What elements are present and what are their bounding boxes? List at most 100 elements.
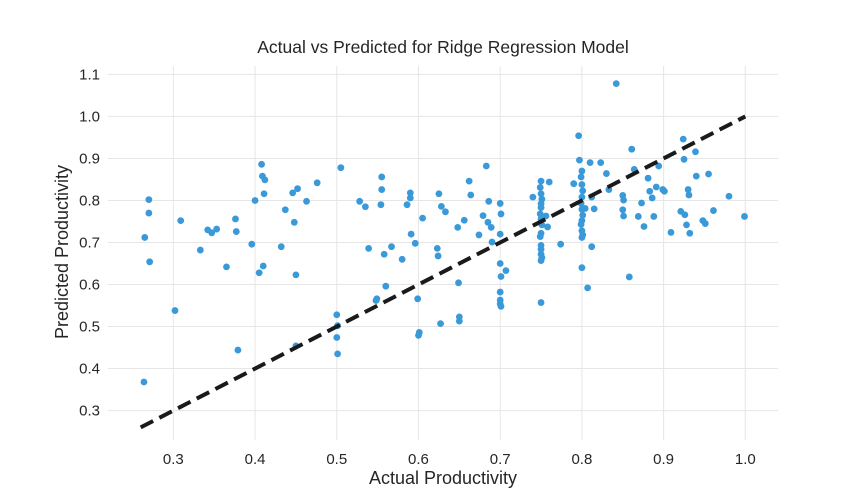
data-point [465,177,473,185]
data-point [290,218,298,226]
data-point [433,244,441,252]
data-point [407,230,415,238]
grid-layer [108,66,778,440]
data-point [620,212,627,220]
data-point [482,162,490,170]
data-point [281,206,289,214]
data-point [378,173,386,181]
data-point [435,190,443,198]
x-axis-label: Actual Productivity [369,468,517,488]
data-point [578,193,586,201]
data-point [373,295,381,303]
data-point [625,273,633,281]
data-point [406,194,414,202]
data-point [497,273,505,280]
data-point [289,189,297,197]
data-point [337,164,345,172]
data-point [692,148,699,156]
data-point [576,156,583,164]
data-point [259,262,267,270]
data-point [537,177,545,185]
data-point [414,295,422,303]
data-point [502,267,510,275]
data-point [496,200,504,207]
data-points [140,80,748,386]
x-tick-label: 1.0 [735,451,756,468]
data-point [380,250,388,258]
data-point [497,210,505,218]
data-point [467,191,475,199]
data-point [406,189,414,197]
data-point [261,176,269,184]
data-point [644,174,652,182]
data-point [692,172,700,180]
data-point [437,202,445,210]
data-point [679,135,687,143]
data-point [365,244,373,252]
data-point [579,211,587,219]
data-point [725,192,733,200]
data-point [333,311,341,319]
data-point [475,231,483,239]
data-point [496,260,504,267]
data-point [455,279,462,287]
data-point [536,184,544,191]
chart-title: Actual vs Predicted for Ridge Regression… [257,37,629,57]
data-point [686,229,694,237]
x-tick-label: 0.7 [490,451,511,468]
data-point [648,194,656,202]
y-tick-label: 0.3 [79,403,100,420]
data-point [603,170,610,177]
data-point [578,181,586,188]
data-point [484,218,492,226]
data-point [258,160,266,168]
data-point [537,299,545,306]
x-tick-label: 0.6 [408,451,429,468]
y-tick-label: 1.1 [79,66,100,83]
data-point [544,223,551,231]
data-point [255,269,263,277]
data-point [488,238,496,246]
data-point [145,196,153,204]
data-point [577,221,585,228]
data-point [141,234,149,241]
y-tick-label: 0.8 [79,192,100,209]
data-point [575,132,583,140]
data-point [487,223,495,231]
data-point [680,155,688,163]
data-point [578,264,586,272]
data-point [537,190,545,198]
data-point [586,159,594,167]
data-point [361,203,369,211]
y-tick-label: 1.0 [79,108,100,125]
data-point [661,187,668,195]
data-point [333,334,341,341]
data-point [398,255,406,263]
y-tick-label: 0.9 [79,150,100,167]
data-point [581,205,589,212]
data-point [171,307,179,314]
data-point [411,239,419,247]
y-axis-label: Predicted Productivity [52,165,72,339]
data-point [356,197,364,205]
data-point [638,199,645,207]
x-tick-label: 0.5 [326,451,347,468]
data-point [741,213,748,220]
data-point [496,288,504,296]
data-point [577,173,585,181]
data-point [646,187,654,195]
data-point [232,215,239,223]
data-point [537,204,545,212]
data-point [557,240,565,248]
data-point [460,216,468,224]
y-tick-label: 0.5 [79,319,100,336]
data-point [570,180,578,188]
x-tick-label: 0.4 [245,451,266,468]
data-point [685,191,693,199]
data-point [403,201,411,209]
data-point [497,302,505,310]
data-point [303,197,310,205]
data-point [479,212,487,220]
